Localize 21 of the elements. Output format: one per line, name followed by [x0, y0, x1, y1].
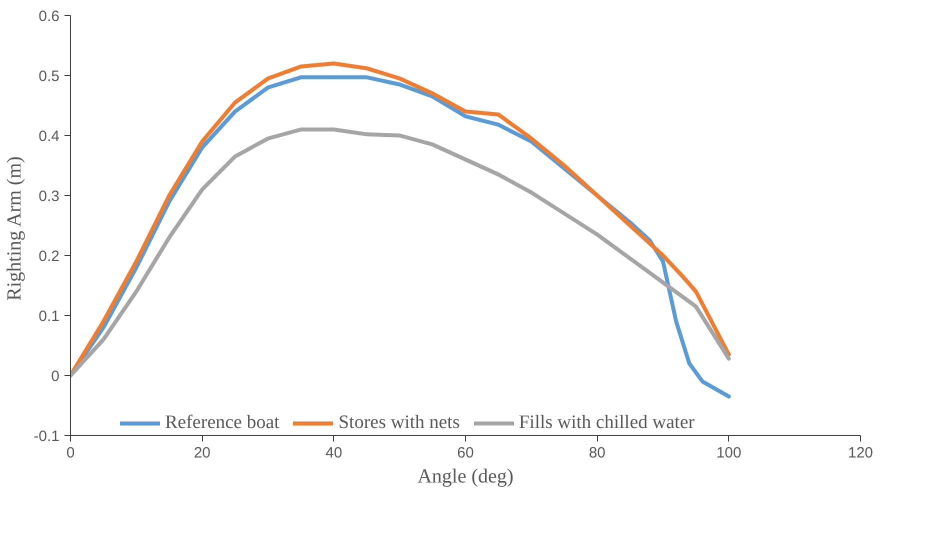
- x-tick-label: 60: [457, 444, 474, 462]
- y-tick-label: -0.1: [34, 428, 60, 445]
- y-axis-title: Righting Arm (m): [4, 156, 26, 301]
- y-tick-label: 0.3: [38, 188, 60, 205]
- x-tick-label: 40: [325, 444, 342, 462]
- legend-label: Reference boat: [165, 412, 280, 434]
- y-tick-label: 0: [51, 368, 60, 385]
- y-tick-label: 0.4: [38, 128, 60, 145]
- x-tick-label: 0: [66, 444, 75, 462]
- x-tick-label: 80: [588, 444, 606, 462]
- x-axis-title: Angle (deg): [417, 466, 514, 488]
- y-tick-label: 0.6: [38, 8, 60, 25]
- line-series: [70, 128, 731, 378]
- x-tick-label: 100: [716, 444, 742, 462]
- x-tick-label: 20: [194, 444, 211, 462]
- y-tick-label: 0.1: [38, 308, 60, 325]
- legend-label: Stores with nets: [338, 412, 460, 434]
- x-tick-label: 120: [848, 444, 874, 462]
- y-tick-label: 0.2: [38, 248, 60, 265]
- legend-label: Fills with chilled water: [518, 412, 695, 434]
- y-tick-label: 0.5: [38, 68, 60, 85]
